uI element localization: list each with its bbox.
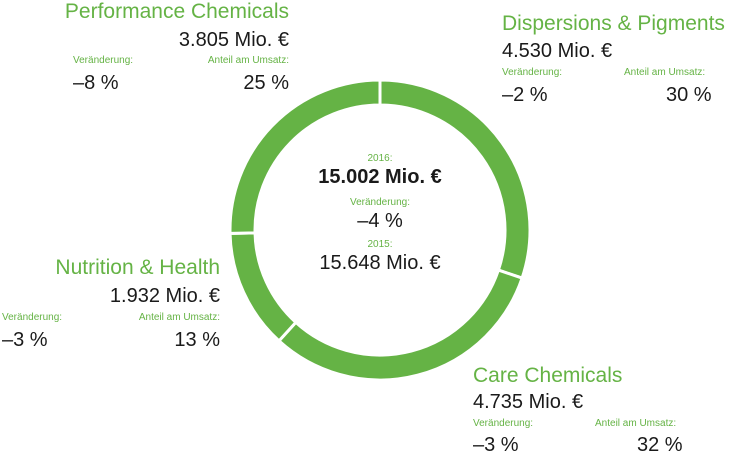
change-value: –2 %	[502, 84, 548, 106]
segment-performance-chemicals: Performance Chemicals 3.805 Mio. € Verän…	[0, 0, 295, 100]
segment-nutrition-health: Nutrition & Health 1.932 Mio. € Veränder…	[0, 256, 226, 356]
segment-name: Nutrition & Health	[55, 256, 220, 279]
share-label: Anteil am Umsatz:	[138, 312, 220, 323]
share-label: Anteil am Umsatz:	[624, 67, 706, 78]
prior-total-value: 15.648 Mio. €	[319, 252, 441, 274]
change-label: Veränderung:	[502, 67, 563, 78]
change-value: –3 %	[473, 434, 519, 456]
share-value: 32 %	[637, 434, 683, 456]
donut-slice-performance-chemicals	[228, 78, 382, 235]
segment-amount: 3.805 Mio. €	[178, 29, 289, 51]
total-change-label: Veränderung:	[349, 197, 411, 208]
segment-amount: 1.932 Mio. €	[109, 285, 220, 307]
change-label: Veränderung:	[2, 312, 63, 323]
segment-dispersions-pigments: Dispersions & Pigments 4.530 Mio. € Verä…	[502, 8, 750, 108]
share-value: 13 %	[174, 329, 220, 351]
segment-name: Performance Chemicals	[64, 0, 289, 23]
segment-amount: 4.735 Mio. €	[473, 391, 584, 413]
segment-care-chemicals: Care Chemicals 4.735 Mio. € Veränderung:…	[473, 362, 750, 457]
change-value: –8 %	[73, 72, 119, 94]
change-label: Veränderung:	[73, 55, 134, 66]
segment-name: Care Chemicals	[473, 364, 623, 387]
share-label: Anteil am Umsatz:	[595, 418, 677, 429]
change-value: –3 %	[2, 329, 48, 351]
share-value: 30 %	[666, 84, 712, 106]
total-change-value: –4 %	[357, 210, 403, 232]
prior-year-label: 2015:	[367, 239, 393, 250]
segment-name: Dispersions & Pigments	[502, 12, 725, 35]
current-year-label: 2016:	[367, 153, 393, 164]
change-label: Veränderung:	[473, 418, 534, 429]
segment-amount: 4.530 Mio. €	[502, 40, 613, 62]
current-total-value: 15.002 Mio. €	[318, 166, 442, 188]
share-label: Anteil am Umsatz:	[207, 55, 289, 66]
share-value: 25 %	[243, 72, 289, 94]
donut-center: 2016: 15.002 Mio. € Veränderung: –4 % 20…	[280, 153, 480, 275]
